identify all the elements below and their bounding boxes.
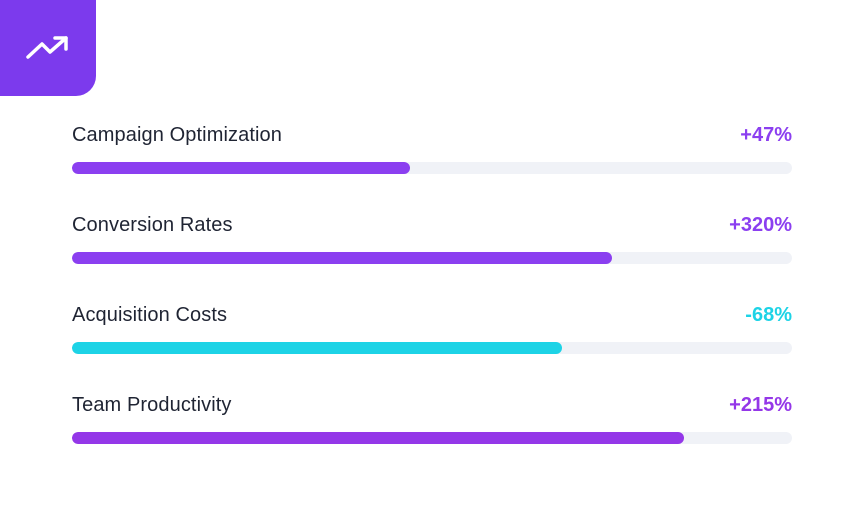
metric-value: +320%: [729, 213, 792, 236]
metric-label: Team Productivity: [72, 393, 232, 416]
metric-value: -68%: [745, 303, 792, 326]
trend-badge: [0, 0, 96, 96]
metric-conversion-rates: Conversion Rates +320%: [72, 210, 792, 300]
metric-label: Campaign Optimization: [72, 123, 282, 146]
progress-track: [72, 342, 792, 354]
metric-value: +215%: [729, 393, 792, 416]
progress-track: [72, 432, 792, 444]
metrics-list: Campaign Optimization +47% Conversion Ra…: [72, 120, 792, 480]
progress-fill: [72, 252, 612, 264]
metric-team-productivity: Team Productivity +215%: [72, 390, 792, 480]
metric-campaign-optimization: Campaign Optimization +47%: [72, 120, 792, 210]
progress-fill: [72, 162, 411, 174]
progress-track: [72, 162, 792, 174]
trending-up-icon: [26, 36, 68, 59]
metric-acquisition-costs: Acquisition Costs -68%: [72, 300, 792, 390]
progress-track: [72, 252, 792, 264]
progress-fill: [72, 342, 562, 354]
metric-value: +47%: [740, 123, 792, 146]
progress-fill: [72, 432, 684, 444]
metric-label: Acquisition Costs: [72, 303, 228, 326]
metric-label: Conversion Rates: [72, 213, 233, 236]
